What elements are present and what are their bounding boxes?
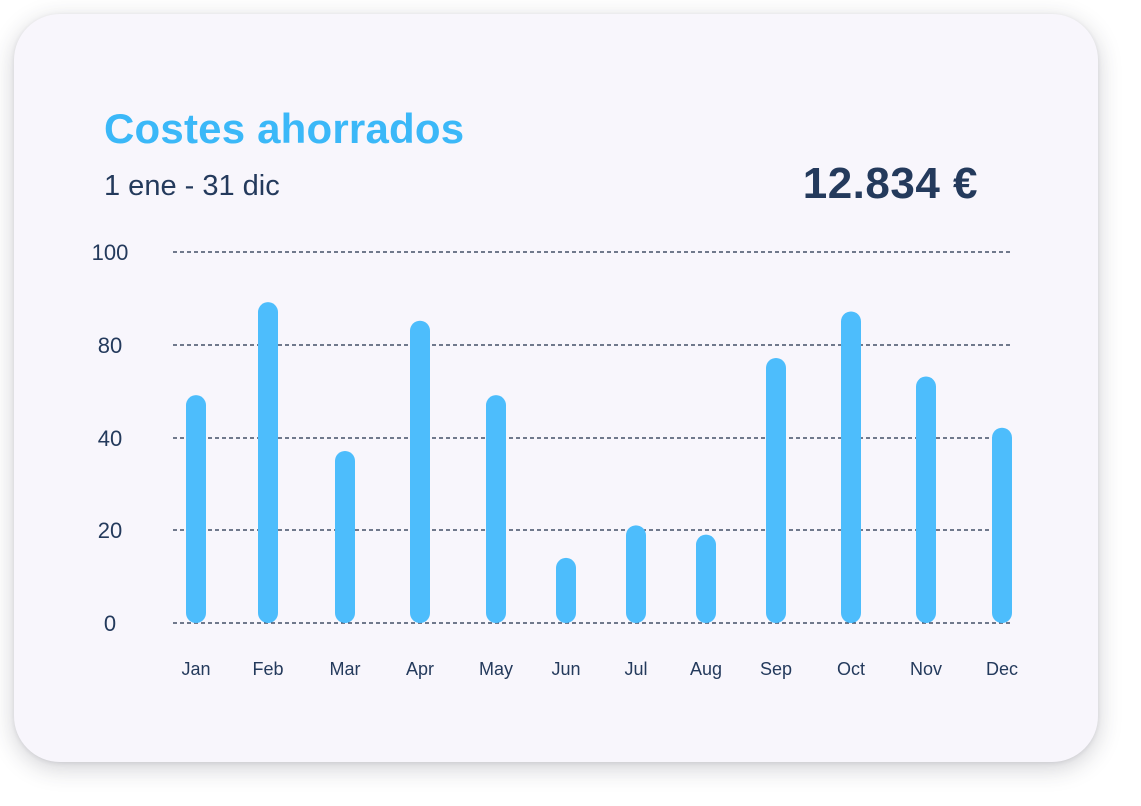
x-tick-label: Nov [910, 659, 942, 679]
card-title: Costes ahorrados [104, 105, 465, 152]
x-tick-label: Jul [624, 659, 647, 679]
y-tick-label: 80 [98, 333, 122, 358]
bar-nov [916, 376, 936, 623]
x-tick-label: Apr [406, 659, 434, 679]
x-tick-label: Oct [837, 659, 865, 679]
x-tick-label: Sep [760, 659, 792, 679]
bar-jul [626, 525, 646, 623]
y-tick-label: 100 [92, 240, 129, 265]
bar-dec [992, 427, 1012, 623]
x-tick-label: May [479, 659, 513, 679]
x-axis-ticks: Jan Feb Mar Apr May Jun Jul Aug Sep Oct Nov Dec [181, 659, 1018, 679]
x-tick-label: Mar [330, 659, 361, 679]
x-tick-label: Jun [551, 659, 580, 679]
x-tick-label: Feb [252, 659, 283, 679]
x-tick-label: Jan [181, 659, 210, 679]
date-range: 1 ene - 31 dic [104, 170, 280, 202]
total-saved-amount: 12.834 € [802, 159, 978, 208]
bar-jun [556, 557, 576, 623]
y-tick-label: 0 [104, 611, 116, 636]
bar-jan [186, 395, 206, 623]
bar-apr [410, 320, 430, 623]
bar-mar [335, 450, 355, 623]
y-tick-label: 40 [98, 426, 122, 451]
x-tick-label: Dec [986, 659, 1018, 679]
chart-bars [186, 302, 1012, 623]
bar-may [486, 395, 506, 623]
y-axis-ticks: 0 20 40 80 100 [92, 240, 129, 636]
bar-oct [841, 311, 861, 623]
chart-gridlines [173, 251, 1012, 624]
y-tick-label: 20 [98, 518, 122, 543]
x-tick-label: Aug [690, 659, 722, 679]
bar-sep [766, 357, 786, 623]
bar-feb [258, 302, 278, 623]
bar-aug [696, 534, 716, 623]
